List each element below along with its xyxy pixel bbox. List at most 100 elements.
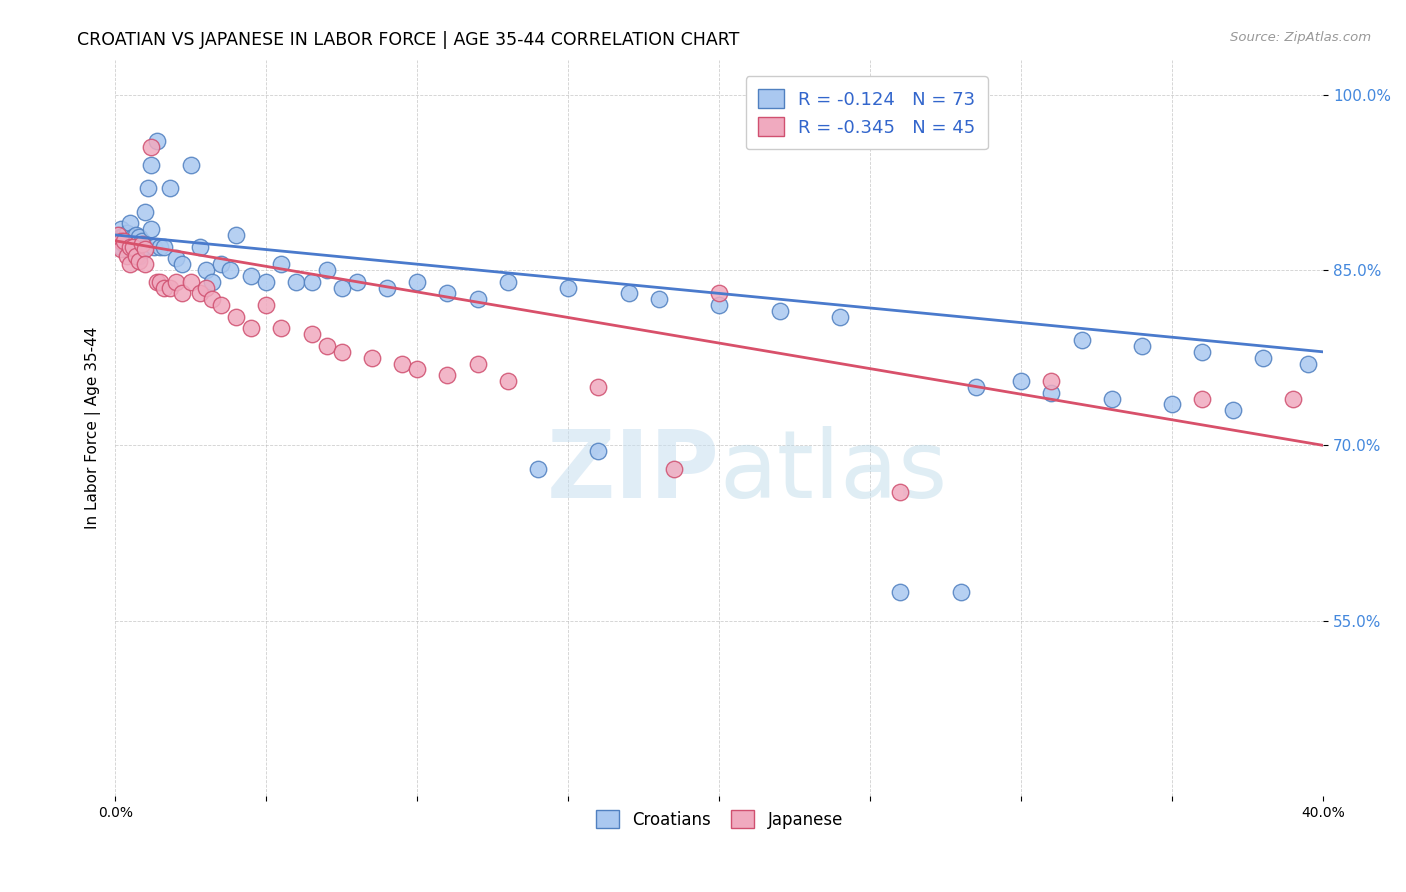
- Point: [1070, 333, 1092, 347]
- Point: [131, 237, 153, 252]
- Point: [346, 275, 368, 289]
- Point: [120, 234, 142, 248]
- Point: [301, 327, 323, 342]
- Y-axis label: In Labor Force | Age 35-44: In Labor Force | Age 35-44: [86, 326, 101, 529]
- Point: [112, 234, 135, 248]
- Point: [1296, 357, 1319, 371]
- Point: [270, 321, 292, 335]
- Point: [201, 292, 224, 306]
- Text: CROATIAN VS JAPANESE IN LABOR FORCE | AGE 35-44 CORRELATION CHART: CROATIAN VS JAPANESE IN LABOR FORCE | AG…: [77, 31, 740, 49]
- Point: [1161, 397, 1184, 411]
- Point: [406, 362, 429, 376]
- Point: [1191, 344, 1213, 359]
- Point: [709, 286, 731, 301]
- Point: [120, 216, 142, 230]
- Point: [588, 380, 610, 394]
- Point: [110, 242, 132, 256]
- Point: [180, 275, 202, 289]
- Point: [436, 368, 458, 383]
- Point: [557, 280, 579, 294]
- Point: [406, 275, 429, 289]
- Point: [648, 292, 671, 306]
- Text: atlas: atlas: [720, 426, 948, 518]
- Point: [1130, 339, 1153, 353]
- Point: [143, 240, 166, 254]
- Point: [617, 286, 640, 301]
- Point: [1191, 392, 1213, 406]
- Point: [170, 286, 193, 301]
- Point: [219, 263, 242, 277]
- Point: [107, 234, 129, 248]
- Point: [128, 253, 150, 268]
- Point: [149, 275, 172, 289]
- Point: [122, 230, 145, 244]
- Point: [769, 304, 792, 318]
- Point: [828, 310, 851, 324]
- Point: [128, 249, 150, 263]
- Point: [254, 298, 277, 312]
- Point: [240, 268, 263, 283]
- Point: [1040, 385, 1063, 400]
- Point: [496, 275, 519, 289]
- Point: [141, 140, 163, 154]
- Point: [889, 485, 911, 500]
- Point: [209, 257, 232, 271]
- Point: [134, 204, 156, 219]
- Point: [152, 280, 174, 294]
- Point: [270, 257, 292, 271]
- Point: [1282, 392, 1305, 406]
- Point: [1010, 374, 1032, 388]
- Point: [709, 298, 731, 312]
- Point: [254, 275, 277, 289]
- Point: [965, 380, 987, 394]
- Point: [588, 444, 610, 458]
- Point: [146, 135, 169, 149]
- Point: [152, 240, 174, 254]
- Point: [436, 286, 458, 301]
- Point: [165, 252, 187, 266]
- Point: [889, 584, 911, 599]
- Point: [330, 280, 353, 294]
- Point: [138, 181, 160, 195]
- Point: [285, 275, 308, 289]
- Text: ZIP: ZIP: [547, 426, 720, 518]
- Point: [201, 275, 224, 289]
- Point: [120, 257, 142, 271]
- Point: [117, 242, 139, 256]
- Point: [141, 222, 163, 236]
- Point: [240, 321, 263, 335]
- Point: [159, 181, 181, 195]
- Point: [112, 237, 135, 252]
- Text: Source: ZipAtlas.com: Source: ZipAtlas.com: [1230, 31, 1371, 45]
- Point: [110, 234, 132, 248]
- Point: [117, 249, 139, 263]
- Point: [315, 263, 337, 277]
- Point: [188, 286, 211, 301]
- Point: [125, 227, 148, 242]
- Point: [134, 257, 156, 271]
- Point: [467, 357, 489, 371]
- Point: [361, 351, 384, 365]
- Point: [128, 230, 150, 244]
- Point: [375, 280, 398, 294]
- Point: [112, 227, 135, 242]
- Point: [330, 344, 353, 359]
- Point: [194, 280, 217, 294]
- Point: [170, 257, 193, 271]
- Point: [301, 275, 323, 289]
- Point: [110, 240, 132, 254]
- Point: [496, 374, 519, 388]
- Point: [225, 227, 247, 242]
- Point: [131, 234, 153, 248]
- Point: [125, 240, 148, 254]
- Point: [122, 240, 145, 254]
- Point: [662, 462, 685, 476]
- Point: [125, 249, 148, 263]
- Point: [149, 240, 172, 254]
- Point: [141, 158, 163, 172]
- Legend: Croatians, Japanese: Croatians, Japanese: [589, 804, 849, 836]
- Point: [225, 310, 247, 324]
- Point: [209, 298, 232, 312]
- Point: [949, 584, 972, 599]
- Point: [110, 230, 132, 244]
